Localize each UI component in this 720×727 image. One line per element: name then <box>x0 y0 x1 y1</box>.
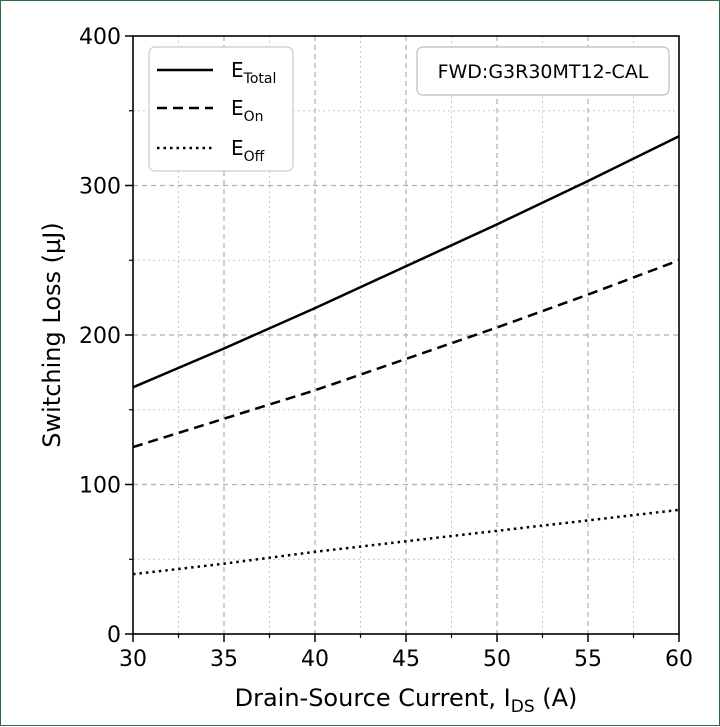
annotation-text: FWD:G3R30MT12-CAL <box>438 61 649 83</box>
y-tick-label: 300 <box>79 175 121 200</box>
x-tick-label: 60 <box>665 647 693 672</box>
x-tick-label: 45 <box>392 647 420 672</box>
x-axis-label: Drain-Source Current, IDS (A) <box>235 684 578 717</box>
y-tick-label: 400 <box>79 25 121 50</box>
y-tick-label: 0 <box>107 623 121 648</box>
y-tick-label: 100 <box>79 474 121 499</box>
x-tick-label: 50 <box>483 647 511 672</box>
y-tick-label: 200 <box>79 324 121 349</box>
x-tick-label: 40 <box>301 647 329 672</box>
x-tick-label: 30 <box>119 647 147 672</box>
device-annotation: FWD:G3R30MT12-CAL <box>417 47 669 95</box>
series-line-eoff <box>133 510 679 574</box>
x-tick-label: 55 <box>574 647 602 672</box>
legend: ETotal EOn EOff <box>149 47 293 171</box>
y-axis-label: Switching Loss (µJ) <box>38 222 66 447</box>
legend-box <box>149 47 293 171</box>
x-tick-label: 35 <box>210 647 238 672</box>
